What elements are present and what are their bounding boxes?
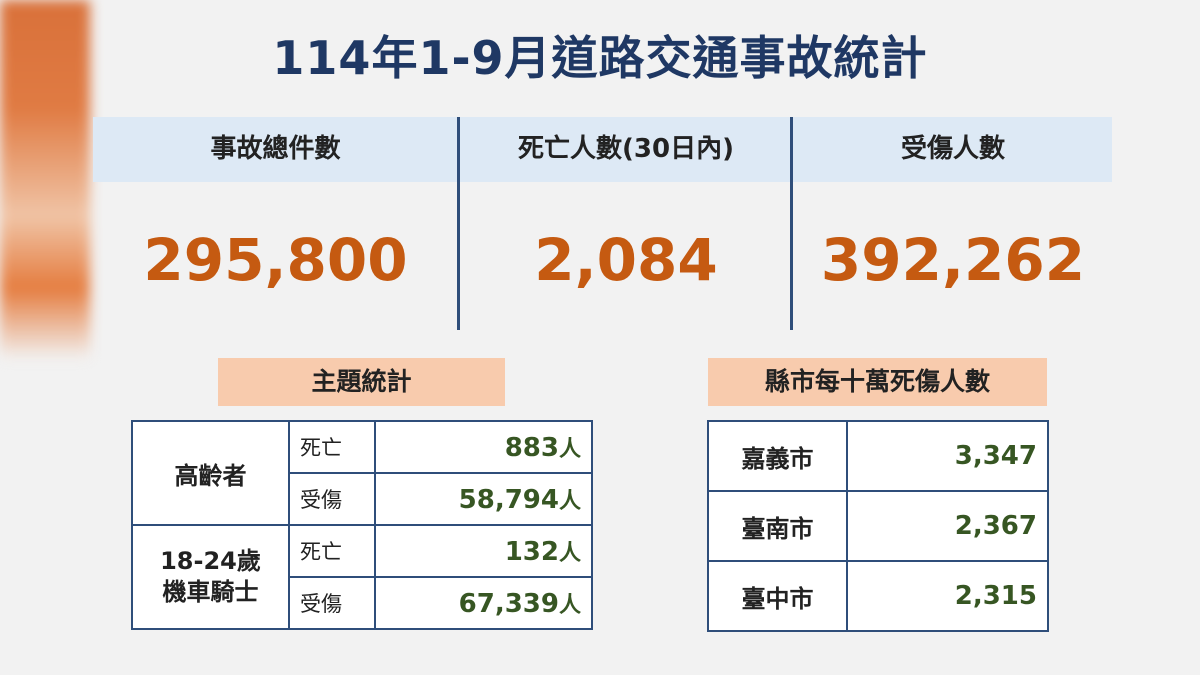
section-title: 縣市每十萬死傷人數 [708,358,1047,406]
divider [790,117,793,330]
value: 58,794 [458,485,559,515]
unit: 人 [558,489,581,514]
divider [457,117,460,330]
title: 114年1-9月道路交通事故統計 [272,31,928,85]
row-label: 死亡 [288,420,376,474]
county-name: 臺中市 [707,560,848,632]
row-label: 受傷 [288,472,376,526]
cell: 132人 [374,524,593,578]
cell: 67,339人 [374,576,593,630]
value: 67,339 [458,589,559,619]
section-title: 主題統計 [218,358,505,406]
row-label: 受傷 [288,576,376,630]
county-table: 嘉義市 3,347 臺南市 2,367 臺中市 2,315 [707,420,1049,632]
summary-label: 事故總件數 [210,134,341,164]
county-value: 2,367 [846,490,1049,562]
unit: 人 [558,541,581,566]
county-value: 2,315 [846,560,1049,632]
row-label: 死亡 [288,524,376,578]
group-label: 高齡者 [131,420,290,526]
summary-value: 295,800 [143,226,408,294]
unit: 人 [558,437,581,462]
text: 高齡者 [174,461,247,490]
summary-label: 死亡人數(30日內) [518,134,734,164]
cell: 58,794人 [374,472,593,526]
county-name: 嘉義市 [707,420,848,492]
group-label: 18-24歲 機車騎士 [131,524,290,630]
text: 機車騎士 [162,578,259,606]
summary-label: 受傷人數 [900,134,1005,164]
decor-strip [0,0,90,360]
county-value: 3,347 [846,420,1049,492]
header-band [93,117,1112,182]
unit: 人 [558,593,581,618]
summary-value: 392,262 [820,226,1086,294]
text: 18-24歲 [160,546,261,575]
county-name: 臺南市 [707,490,848,562]
cell: 883人 [374,420,593,474]
summary-value: 2,084 [534,226,718,294]
value: 883 [504,433,559,463]
topic-table: 高齡者 死亡 883人 受傷 58,794人 18-24歲 機車騎士 死亡 132… [131,420,593,630]
value: 132 [504,537,559,567]
